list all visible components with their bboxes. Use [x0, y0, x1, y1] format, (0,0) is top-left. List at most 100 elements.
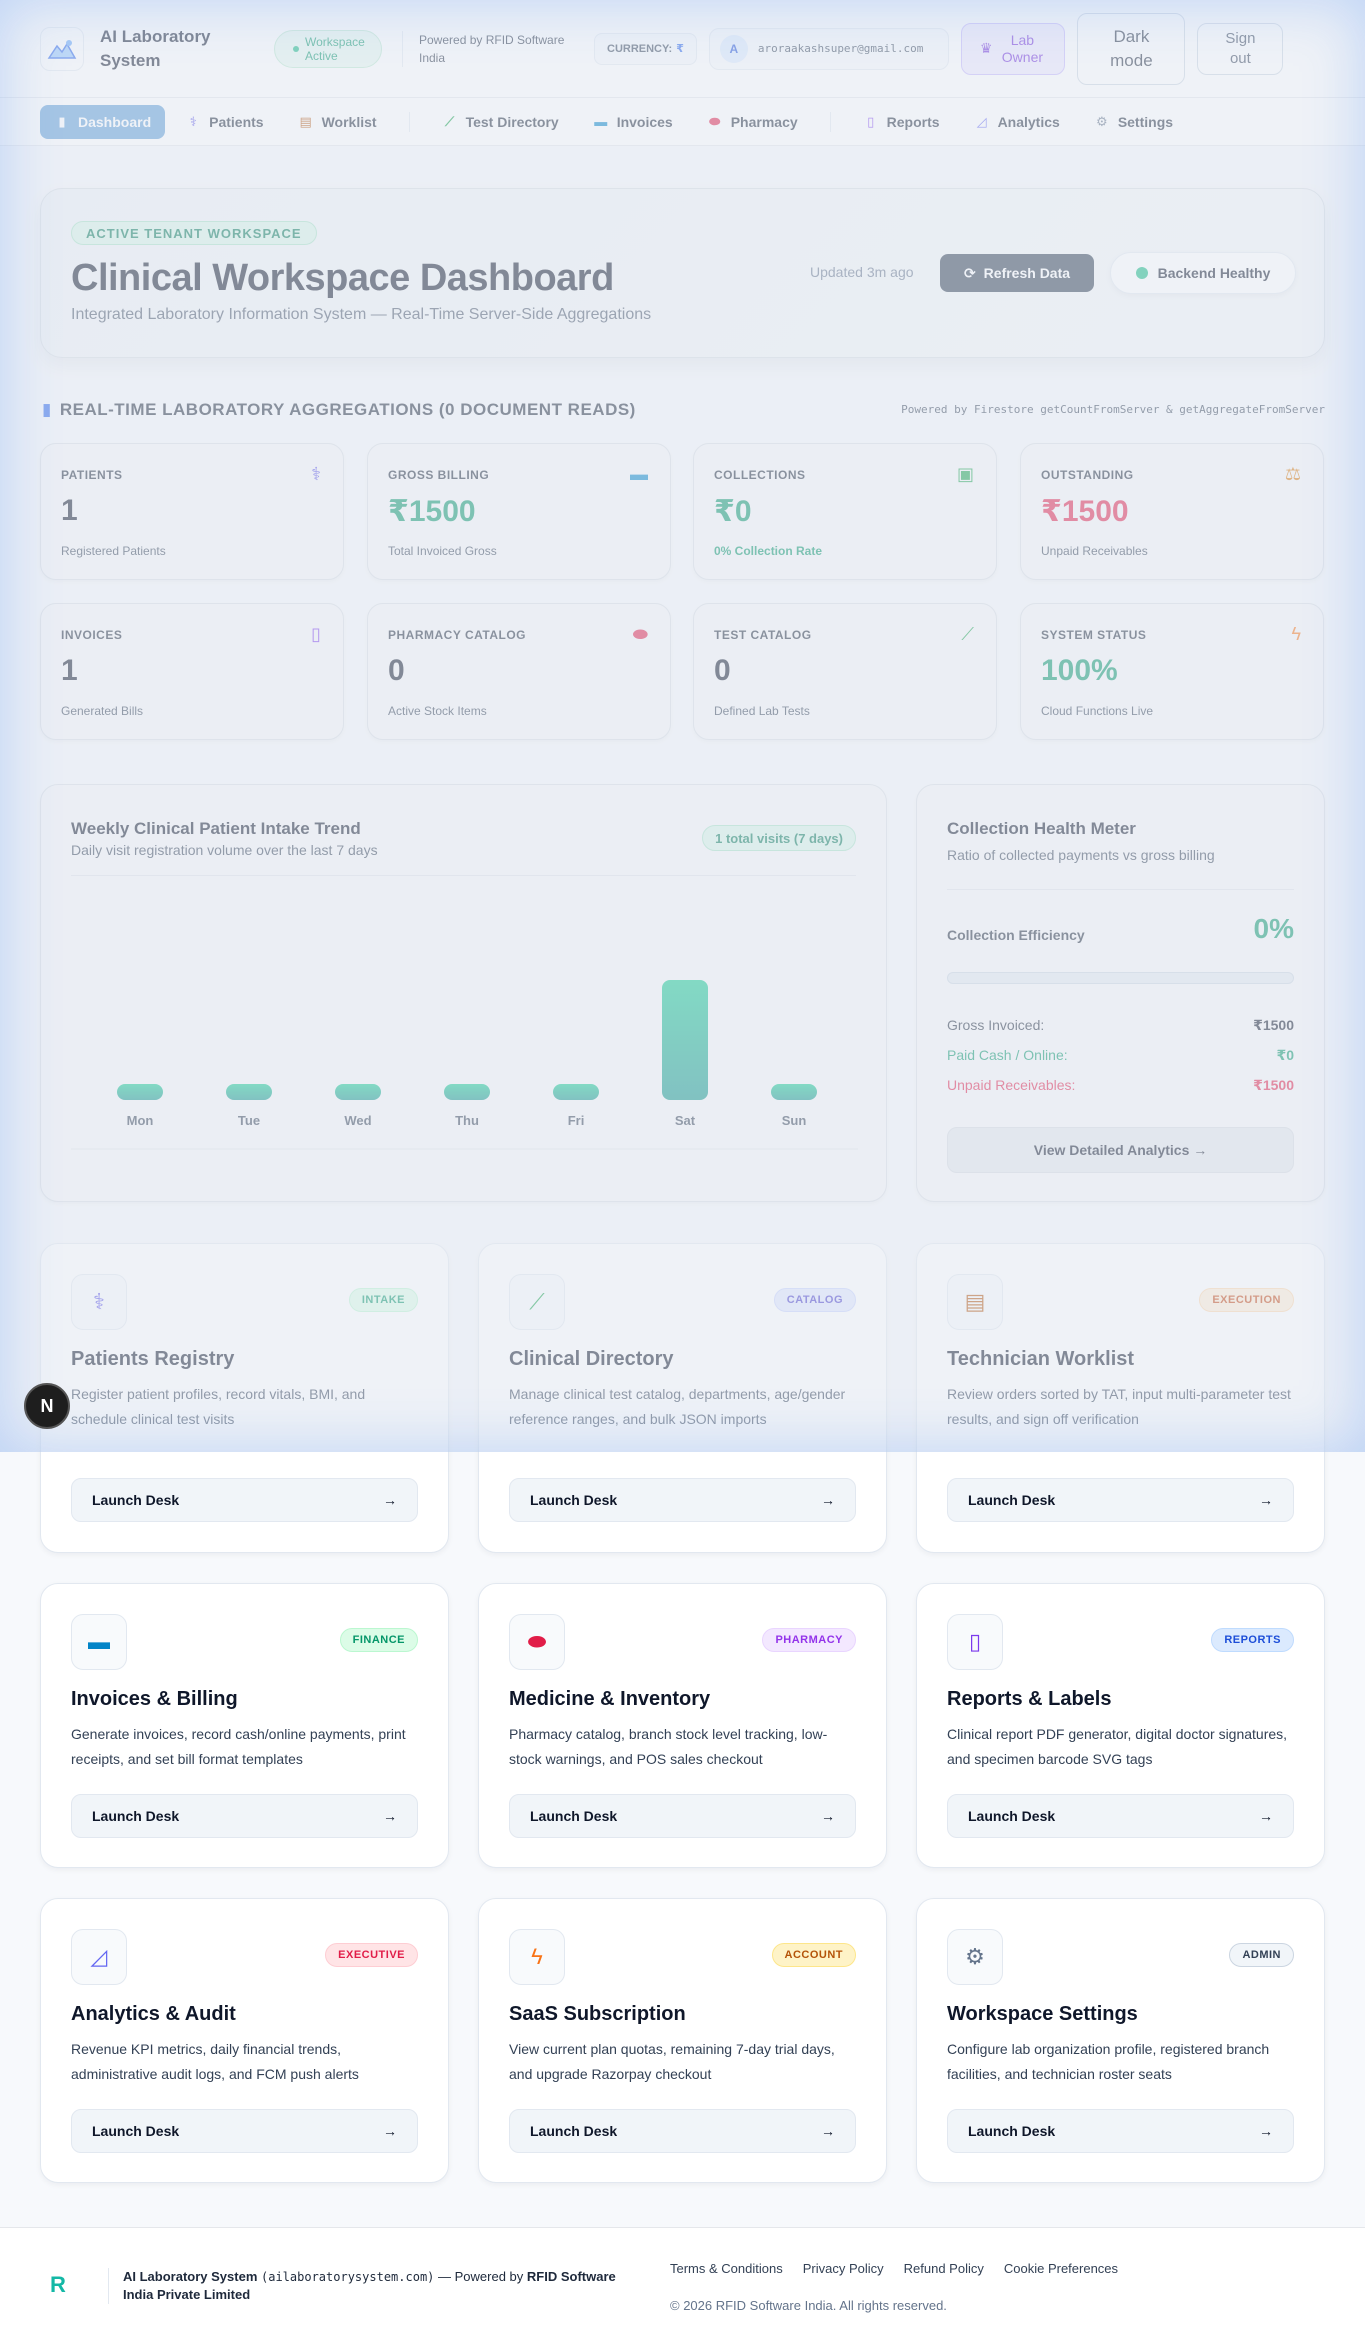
- stat-card-test-catalog[interactable]: TEST CATALOG ⟋ 0 Defined Lab Tests: [693, 603, 997, 740]
- stat-caption: Cloud Functions Live: [1041, 704, 1154, 718]
- module-card-worklist[interactable]: ▤ EXECUTION Technician Worklist Review o…: [916, 1243, 1325, 1553]
- footer-link-cookies[interactable]: Cookie Preferences: [1003, 2261, 1119, 2276]
- stat-label: TEST CATALOG: [714, 628, 812, 642]
- refresh-label: Refresh Data: [983, 265, 1071, 281]
- module-title: Analytics & Audit: [71, 2003, 236, 2025]
- module-card-patients[interactable]: ⚕ INTAKE Patients Registry Register pati…: [40, 1243, 449, 1553]
- workspace-status-badge: Workspace Active: [274, 29, 382, 68]
- document-icon: ▯: [867, 113, 875, 129]
- launch-desk-button[interactable]: Launch Desk →: [509, 1478, 856, 1522]
- page-title: Clinical Workspace Dashboard: [71, 257, 614, 299]
- module-card-analytics[interactable]: ◿ EXECUTIVE Analytics & Audit Revenue KP…: [40, 1898, 449, 2183]
- refresh-button[interactable]: ⟳ Refresh Data: [940, 254, 1094, 292]
- module-card-pharmacy[interactable]: ⬬ PHARMACY Medicine & Inventory Pharmacy…: [478, 1583, 887, 1868]
- stat-value: ₹1500: [1041, 495, 1129, 528]
- chart-bar-sat[interactable]: [662, 980, 708, 1100]
- nav-item-patients[interactable]: ⚕ Patients: [171, 105, 277, 139]
- chart-title: Weekly Clinical Patient Intake Trend: [71, 819, 361, 838]
- arrow-right-icon: →: [1259, 2123, 1273, 2139]
- launch-desk-button[interactable]: Launch Desk →: [947, 2109, 1294, 2153]
- app-logo[interactable]: [40, 26, 84, 71]
- launch-desk-button[interactable]: Launch Desk →: [71, 1478, 418, 1522]
- module-description: View current plan quotas, remaining 7-da…: [509, 2041, 835, 2082]
- launch-label: Launch Desk: [92, 1808, 180, 1824]
- stat-value: 0: [388, 654, 405, 687]
- nav-item-invoices[interactable]: ▬ Invoices: [579, 105, 687, 139]
- module-card-subscription[interactable]: ϟ ACCOUNT SaaS Subscription View current…: [478, 1898, 887, 2183]
- paid-label: Paid Cash / Online:: [947, 1047, 1068, 1063]
- chart-bar-mon[interactable]: [117, 1084, 163, 1100]
- module-badge: INTAKE: [348, 1288, 418, 1312]
- launch-desk-button[interactable]: Launch Desk →: [947, 1794, 1294, 1838]
- collection-meter-card: Collection Health Meter Ratio of collect…: [916, 784, 1325, 1202]
- module-card-settings[interactable]: ⚙ ADMIN Workspace Settings Configure lab…: [916, 1898, 1325, 2183]
- lab-logo-icon: [47, 39, 77, 59]
- chart-bar-tue[interactable]: [226, 1084, 272, 1100]
- stat-card-outstanding[interactable]: OUTSTANDING ⚖ ₹1500 Unpaid Receivables: [1020, 443, 1324, 580]
- nav-item-settings[interactable]: ⚙ Settings: [1080, 105, 1187, 139]
- chart-bar-sun[interactable]: [771, 1084, 817, 1100]
- backend-health-badge[interactable]: Backend Healthy: [1110, 252, 1296, 294]
- sign-out-label: Sign out: [1225, 29, 1256, 67]
- footer-link-refund[interactable]: Refund Policy: [903, 2261, 984, 2276]
- arrow-right-icon: →: [1259, 1808, 1273, 1824]
- footer-links: Terms & Conditions Privacy Policy Refund…: [670, 2261, 1118, 2276]
- dark-mode-button[interactable]: Dark mode: [1077, 12, 1186, 85]
- module-card-reports[interactable]: ▯ REPORTS Reports & Labels Clinical repo…: [916, 1583, 1325, 1868]
- stat-caption: 0% Collection Rate: [714, 544, 823, 558]
- module-badge: FINANCE: [339, 1628, 418, 1652]
- footer-link-terms[interactable]: Terms & Conditions: [670, 2261, 783, 2276]
- document-icon: ▯: [947, 1614, 1003, 1670]
- stat-card-system-status[interactable]: SYSTEM STATUS ϟ 100% Cloud Functions Liv…: [1020, 603, 1324, 740]
- meter-divider: [947, 889, 1294, 890]
- chart-bar-fri[interactable]: [553, 1084, 599, 1100]
- launch-desk-button[interactable]: Launch Desk →: [509, 1794, 856, 1838]
- stat-card-gross-billing[interactable]: GROSS BILLING ▬ ₹1500 Total Invoiced Gro…: [367, 443, 671, 580]
- launch-desk-button[interactable]: Launch Desk →: [71, 2109, 418, 2153]
- footer-link-privacy[interactable]: Privacy Policy: [802, 2261, 884, 2276]
- nav-item-analytics[interactable]: ◿ Analytics: [960, 105, 1074, 139]
- stat-card-collections[interactable]: COLLECTIONS ▣ ₹0 0% Collection Rate: [693, 443, 997, 580]
- nav-item-worklist[interactable]: ▤ Worklist: [284, 105, 391, 139]
- nav-item-dashboard[interactable]: ▮ Dashboard: [40, 104, 166, 139]
- module-description: Generate invoices, record cash/online pa…: [71, 1726, 406, 1767]
- stat-value: 1: [61, 654, 78, 687]
- nav-label: Worklist: [321, 113, 377, 130]
- stat-card-pharmacy-catalog[interactable]: PHARMACY CATALOG ⬬ 0 Active Stock Items: [367, 603, 671, 740]
- floating-badge-button[interactable]: N: [24, 1383, 70, 1429]
- footer-powered-prefix: — Powered by: [438, 2269, 524, 2284]
- sign-out-button[interactable]: Sign out: [1197, 22, 1284, 75]
- cash-icon: ▣: [956, 464, 974, 484]
- stethoscope-icon: ⚕: [311, 464, 321, 484]
- nav-item-reports[interactable]: ▯ Reports: [849, 105, 954, 139]
- launch-desk-button[interactable]: Launch Desk →: [71, 1794, 418, 1838]
- stat-card-patients[interactable]: PATIENTS ⚕ 1 Registered Patients: [40, 443, 344, 580]
- health-label: Backend Healthy: [1157, 265, 1271, 281]
- view-analytics-button[interactable]: View Detailed Analytics →: [947, 1127, 1294, 1173]
- footer-logo-icon[interactable]: R: [50, 2272, 66, 2297]
- stat-caption: Defined Lab Tests: [714, 704, 810, 718]
- role-badge[interactable]: ♛ Lab Owner: [960, 22, 1066, 75]
- module-card-clinical-directory[interactable]: ⟋ CATALOG Clinical Directory Manage clin…: [478, 1243, 887, 1553]
- launch-desk-button[interactable]: Launch Desk →: [947, 1478, 1294, 1522]
- stat-card-invoices[interactable]: INVOICES ▯ 1 Generated Bills: [40, 603, 344, 740]
- nav-item-pharmacy[interactable]: ⬬ Pharmacy: [693, 105, 812, 139]
- chart-bar-wed[interactable]: [335, 1084, 381, 1100]
- module-title: Workspace Settings: [947, 2003, 1138, 2025]
- test-tube-icon: ⟋: [961, 624, 974, 644]
- chart-bar-thu[interactable]: [444, 1084, 490, 1100]
- nav-item-test-directory[interactable]: ⟋ Test Directory: [428, 105, 573, 139]
- currency-selector[interactable]: CURRENCY: ₹: [594, 32, 697, 65]
- unpaid-row: Unpaid Receivables: ₹1500: [947, 1077, 1294, 1094]
- gross-row: Gross Invoiced: ₹1500: [947, 1017, 1294, 1034]
- credit-card-icon: ▬: [594, 114, 608, 129]
- visits-badge: 1 total visits (7 days): [702, 825, 856, 851]
- module-badge: ADMIN: [1229, 1943, 1294, 1967]
- lightning-icon: ϟ: [509, 1929, 565, 1985]
- module-card-invoices[interactable]: ▬ FINANCE Invoices & Billing Generate in…: [40, 1583, 449, 1868]
- launch-desk-button[interactable]: Launch Desk →: [509, 2109, 856, 2153]
- chart-icon: ◿: [71, 1929, 127, 1985]
- workspace-status-text: Workspace Active: [305, 34, 365, 63]
- meter-title: Collection Health Meter: [947, 819, 1136, 838]
